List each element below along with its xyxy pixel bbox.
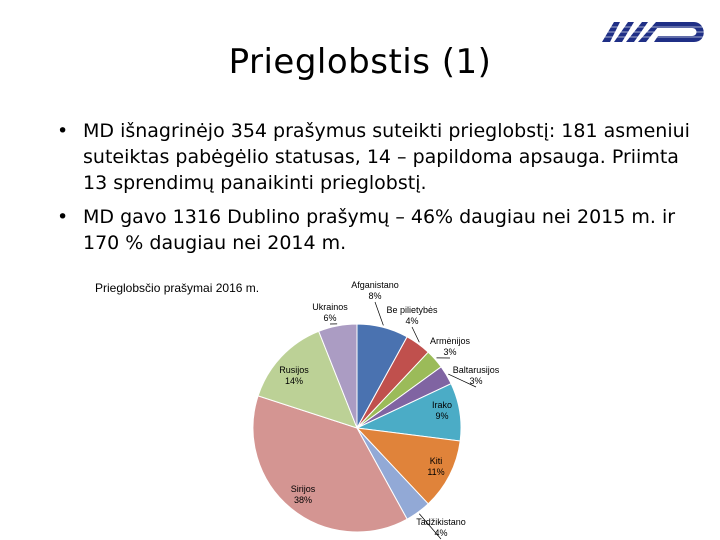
pie-chart: Prieglobsčio prašymai 2016 m. Afganistan… — [95, 280, 500, 540]
slice-value-label: 4% — [405, 316, 418, 326]
bullet-text: MD gavo 1316 Dublino prašymų – 46% daugi… — [83, 206, 676, 254]
bullet-item: • MD išnagrinėjo 354 prašymus suteikti p… — [55, 118, 695, 196]
slice-value-label: 11% — [427, 467, 444, 477]
bullet-item: • MD gavo 1316 Dublino prašymų – 46% dau… — [55, 204, 695, 256]
leader-line — [411, 326, 420, 343]
slice-value-label: 14% — [285, 376, 303, 386]
slice-label: Sirijos — [291, 484, 316, 494]
bullet-list: • MD išnagrinėjo 354 prašymus suteikti p… — [55, 118, 695, 264]
slice-label: Baltarusijos — [453, 365, 500, 375]
slice-label: Be pilietybės — [386, 305, 438, 315]
chart-title: Prieglobsčio prašymai 2016 m. — [95, 281, 259, 295]
slice-value-label: 9% — [435, 411, 448, 421]
slice-label: Kiti — [430, 456, 443, 466]
slice-label: Rusijos — [279, 365, 309, 375]
slice-label: Ukrainos — [312, 302, 348, 312]
pie-slice — [355, 427, 461, 505]
leader-line — [419, 513, 442, 540]
pie-slice — [257, 330, 358, 429]
slice-value-label: 3% — [443, 347, 456, 357]
slice-label: Armėnijos — [430, 336, 471, 346]
ministry-logo — [600, 22, 706, 42]
leader-line — [448, 373, 477, 388]
slice-value-label: 4% — [434, 528, 447, 538]
slide-title: Prieglobstis (1) — [228, 42, 492, 82]
bullet-dot-icon: • — [57, 206, 69, 228]
slice-value-label: 3% — [469, 376, 482, 386]
slice-label: Afganistano — [351, 280, 399, 290]
pie-slices — [252, 323, 462, 533]
slice-label: Irako — [432, 400, 452, 410]
pie-slice — [318, 323, 358, 429]
leader-line — [374, 301, 384, 326]
bullet-text: MD išnagrinėjo 354 prašymus suteikti pri… — [83, 120, 690, 194]
slice-value-label: 8% — [368, 291, 381, 301]
pie-slice — [252, 395, 408, 533]
slice-value-label: 38% — [294, 495, 312, 505]
pie-leader-lines — [329, 301, 477, 540]
bullet-dot-icon: • — [57, 120, 69, 142]
slice-label: Tadžikistano — [416, 517, 466, 527]
slice-value-label: 6% — [323, 313, 336, 323]
